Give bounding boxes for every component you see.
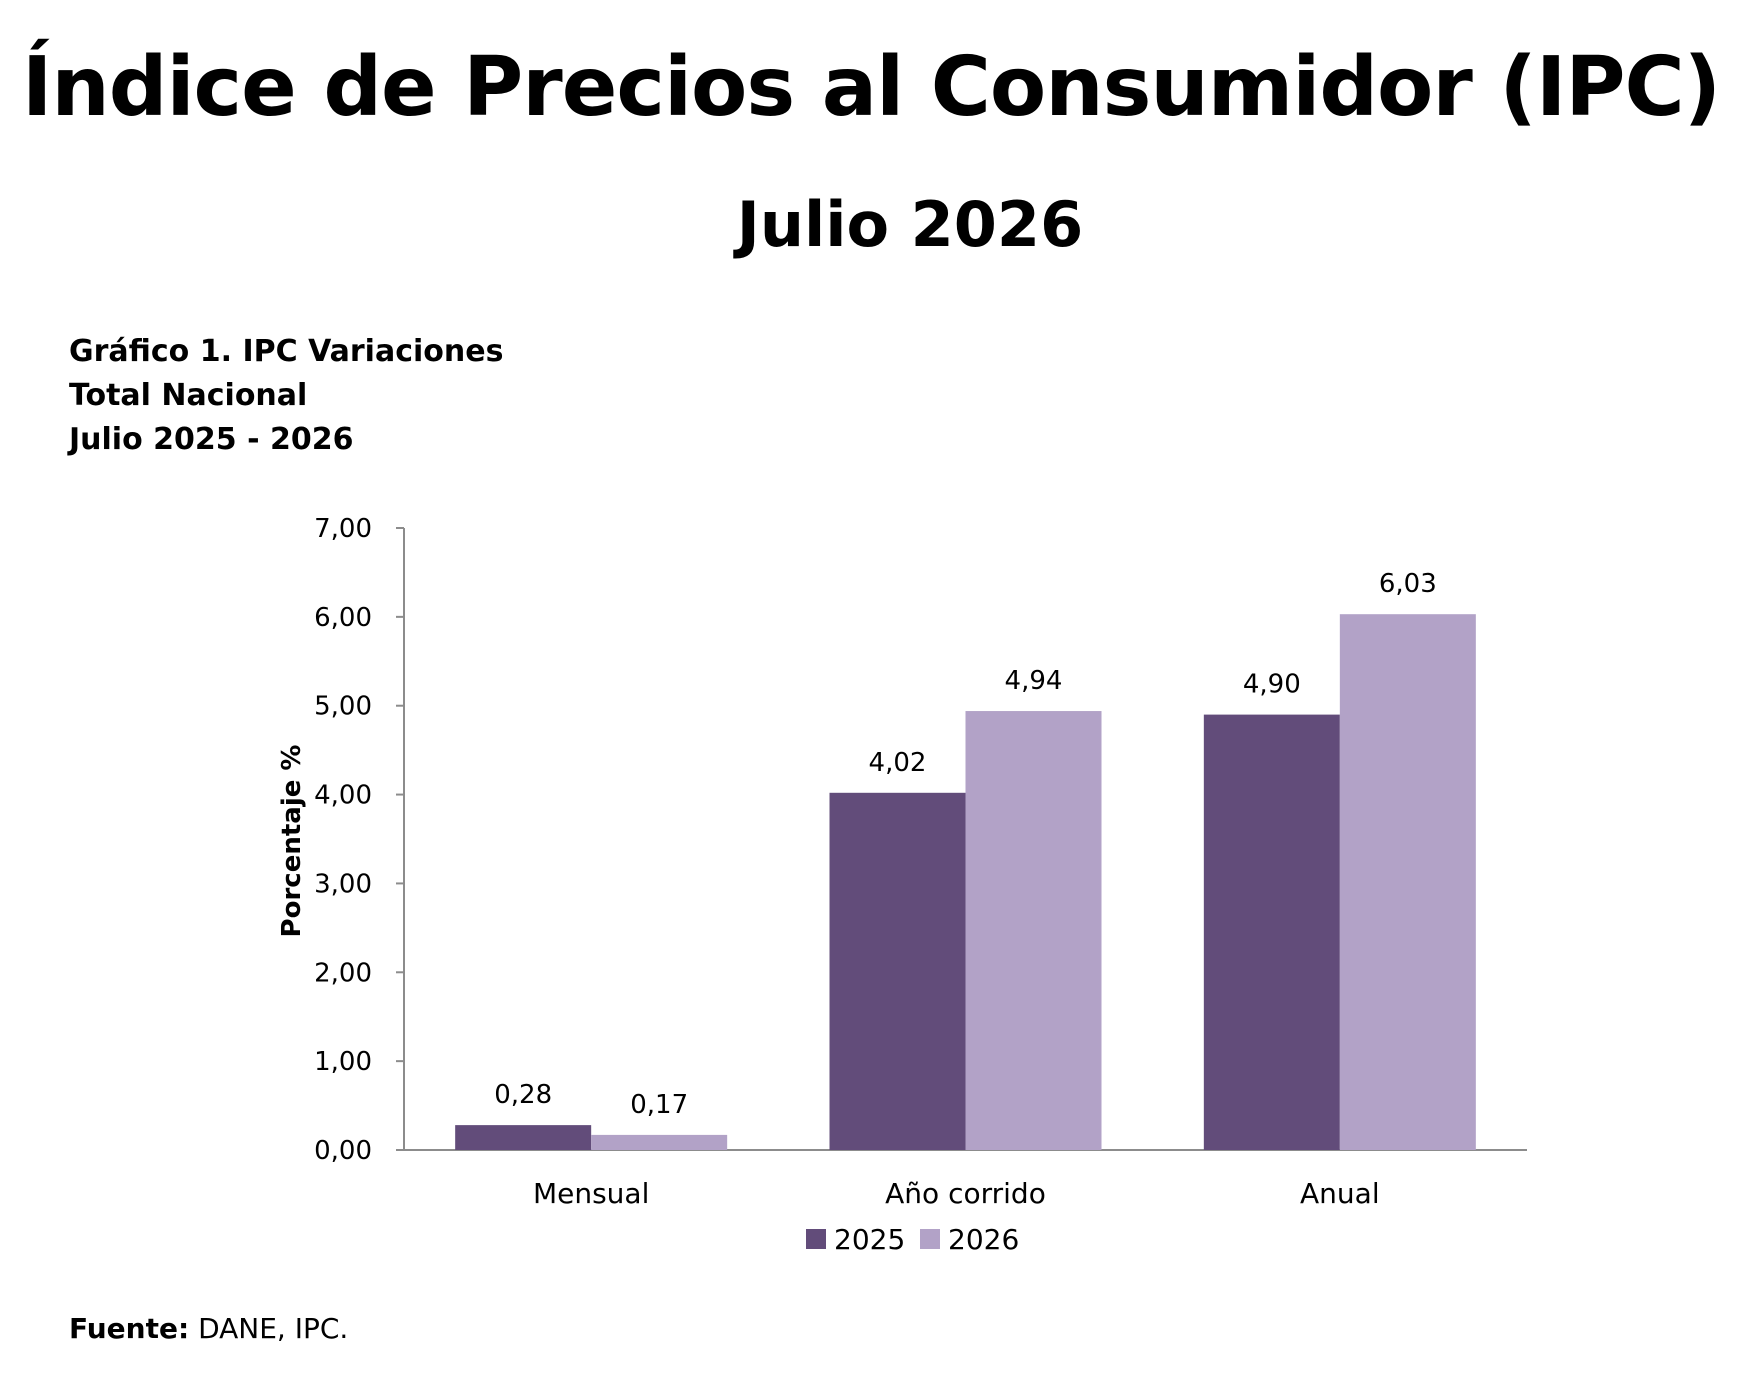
bar-2026-2 xyxy=(1339,614,1476,1150)
legend-swatch-2026 xyxy=(920,1229,940,1249)
y-tick-label: 7,00 xyxy=(314,514,372,544)
category-label: Mensual xyxy=(533,1177,649,1210)
category-label: Año corrido xyxy=(885,1177,1046,1210)
y-tick-label: 4,00 xyxy=(314,781,372,811)
caption-line-2: Total Nacional xyxy=(69,378,308,413)
data-label: 6,03 xyxy=(1379,569,1437,599)
bar-2026-1 xyxy=(965,711,1102,1150)
y-tick-label: 5,00 xyxy=(314,692,372,722)
page-title: Índice de Precios al Consumidor (IPC) xyxy=(21,40,1721,135)
bar-2025-0 xyxy=(455,1125,592,1150)
legend-label: 2026 xyxy=(948,1223,1019,1256)
data-label: 4,94 xyxy=(1005,666,1063,696)
caption-line-3: Julio 2025 - 2026 xyxy=(69,422,354,457)
legend-swatch-2025 xyxy=(806,1229,826,1249)
bar-2025-1 xyxy=(829,792,966,1150)
bar-2025-2 xyxy=(1203,714,1340,1150)
category-label: Anual xyxy=(1300,1177,1380,1210)
source-note: Fuente: DANE, IPC. xyxy=(69,1312,348,1345)
data-label: 4,90 xyxy=(1243,670,1301,700)
y-tick-label: 0,00 xyxy=(314,1136,372,1166)
y-axis-title: Porcentaje % xyxy=(277,745,307,938)
bar-2026-0 xyxy=(591,1134,728,1150)
caption-line-1: Gráfico 1. IPC Variaciones xyxy=(69,334,504,369)
chart-caption: Gráfico 1. IPC Variaciones Total Naciona… xyxy=(69,330,503,462)
data-label: 0,28 xyxy=(494,1080,552,1110)
y-tick-label: 2,00 xyxy=(314,958,372,988)
source-label: Fuente: xyxy=(69,1312,190,1345)
y-tick-label: 3,00 xyxy=(314,869,372,899)
y-tick-label: 6,00 xyxy=(314,603,372,633)
data-label: 4,02 xyxy=(869,748,927,778)
data-label: 0,17 xyxy=(630,1090,688,1120)
y-tick-label: 1,00 xyxy=(314,1047,372,1077)
page-subtitle: Julio 2026 xyxy=(736,188,1084,261)
source-text: DANE, IPC. xyxy=(189,1312,349,1345)
legend-label: 2025 xyxy=(834,1223,905,1256)
